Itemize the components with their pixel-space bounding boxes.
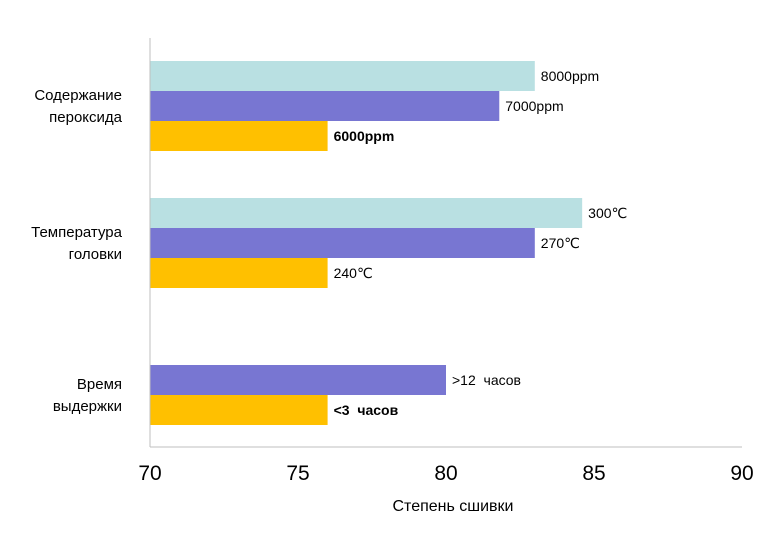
data-label-holding-time-1: >12 часов — [452, 372, 521, 388]
x-tick-label-90: 90 — [730, 462, 753, 485]
bar-peroxide-2 — [150, 91, 500, 121]
bar-peroxide-1 — [150, 61, 535, 91]
category-label-temperature-line-2: головки — [69, 246, 122, 263]
x-tick-label-85: 85 — [582, 462, 605, 485]
category-label-peroxide-line-1: Содержание — [34, 87, 122, 104]
data-label-temperature-2: 270℃ — [541, 235, 580, 251]
x-tick-label-75: 75 — [286, 462, 309, 485]
data-label-peroxide-2: 7000ppm — [505, 98, 563, 114]
bar-holding-time-1 — [150, 365, 446, 395]
x-tick-labels: 70 75 80 85 90 — [138, 462, 753, 485]
bar-temperature-1 — [150, 198, 583, 228]
bar-peroxide-3 — [150, 121, 328, 151]
data-label-holding-time-2: <3 часов — [334, 402, 399, 418]
bars-layer — [150, 61, 583, 425]
data-label-peroxide-3: 6000ppm — [334, 128, 395, 144]
bar-temperature-3 — [150, 258, 328, 288]
x-tick-label-80: 80 — [434, 462, 457, 485]
x-axis-title: Степень сшивки — [393, 498, 514, 515]
category-label-holding-time-line-2: выдержки — [53, 398, 122, 415]
data-label-temperature-1: 300℃ — [588, 205, 627, 221]
labels-layer: 8000ppm 7000ppm 6000ppm Содержание пероксида… — [31, 68, 627, 418]
data-label-temperature-3: 240℃ — [334, 265, 373, 281]
x-tick-label-70: 70 — [138, 462, 161, 485]
category-label-peroxide-line-2: пероксида — [49, 109, 123, 126]
bar-temperature-2 — [150, 228, 535, 258]
data-label-peroxide-1: 8000ppm — [541, 68, 599, 84]
category-label-temperature-line-1: Температура — [31, 224, 123, 241]
category-label-holding-time-line-1: Время — [77, 376, 122, 393]
bar-holding-time-2 — [150, 395, 328, 425]
